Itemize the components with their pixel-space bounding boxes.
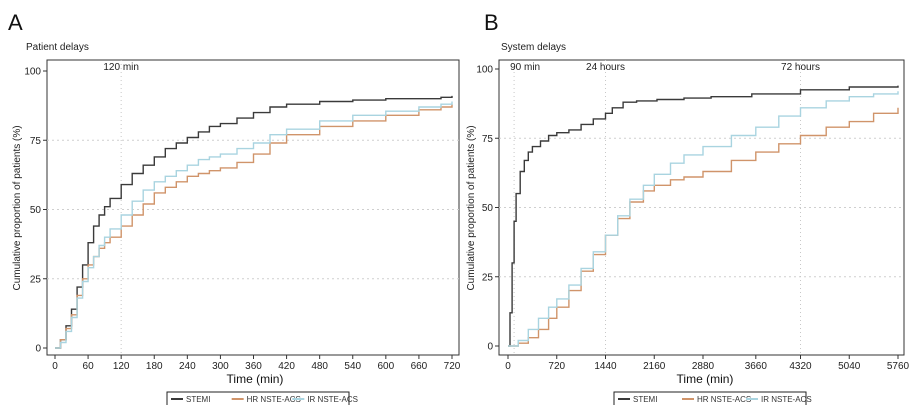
y-tick-label: 100 — [476, 65, 493, 76]
reference-line-label: 120 min — [103, 62, 139, 73]
x-tick-label: 3660 — [745, 361, 768, 372]
series-line-ir-nste-acs — [55, 101, 453, 349]
x-tick-label: 2880 — [692, 361, 715, 372]
x-tick-label: 540 — [344, 361, 361, 372]
series-line-hr-nste-acs — [55, 104, 453, 349]
y-tick-label: 50 — [30, 205, 42, 216]
legend-label: IR NSTE-ACS — [761, 395, 812, 404]
legend-label: IR NSTE-ACS — [307, 395, 358, 404]
x-axis-title: Time (min) — [677, 372, 734, 386]
x-tick-label: 0 — [505, 361, 511, 372]
x-tick-label: 720 — [548, 361, 565, 372]
panel-letter: A — [8, 10, 23, 35]
reference-line-label: 72 hours — [781, 62, 820, 73]
y-tick-label: 25 — [482, 272, 494, 283]
x-tick-label: 600 — [377, 361, 394, 372]
x-tick-label: 300 — [212, 361, 229, 372]
legend-box — [166, 391, 350, 405]
legend-label: HR NSTE-ACS — [697, 395, 751, 404]
x-tick-label: 1440 — [594, 361, 617, 372]
series-line-stemi — [55, 95, 453, 349]
legend-box — [613, 391, 807, 405]
x-tick-label: 5760 — [887, 361, 910, 372]
reference-line-label: 90 min — [510, 62, 540, 73]
x-tick-label: 0 — [52, 361, 58, 372]
y-axis-title: Cumulative proportion of patients (%) — [466, 125, 477, 290]
x-tick-label: 420 — [278, 361, 295, 372]
y-tick-label: 75 — [482, 134, 494, 145]
y-tick-label: 75 — [30, 136, 42, 147]
reference-line-label: 24 hours — [586, 62, 625, 73]
x-tick-label: 360 — [245, 361, 262, 372]
series-line-stemi — [508, 85, 899, 347]
x-tick-label: 180 — [146, 361, 163, 372]
x-tick-label: 240 — [179, 361, 196, 372]
x-tick-label: 60 — [83, 361, 95, 372]
y-tick-label: 50 — [482, 203, 494, 214]
x-tick-label: 2160 — [643, 361, 666, 372]
y-tick-label: 25 — [30, 274, 42, 285]
panel-letter: B — [484, 10, 499, 35]
y-tick-label: 100 — [24, 67, 41, 78]
x-tick-label: 4320 — [789, 361, 812, 372]
y-tick-label: 0 — [35, 344, 41, 355]
series-line-hr-nste-acs — [508, 107, 899, 347]
legend-label: HR NSTE-ACS — [247, 395, 301, 404]
x-tick-label: 5040 — [838, 361, 861, 372]
y-tick-label: 0 — [487, 342, 493, 353]
legend-label: STEMI — [633, 395, 657, 404]
x-tick-label: 720 — [444, 361, 461, 372]
chart-title: Patient delays — [26, 42, 89, 53]
x-axis-title: Time (min) — [227, 372, 284, 386]
y-axis-title: Cumulative proportion of patients (%) — [12, 125, 23, 290]
plot-frame — [46, 59, 460, 356]
x-tick-label: 120 — [113, 361, 130, 372]
x-tick-label: 480 — [311, 361, 328, 372]
series-line-ir-nste-acs — [508, 91, 899, 347]
chart-title: System delays — [501, 42, 566, 53]
x-tick-label: 660 — [411, 361, 428, 372]
legend-label: STEMI — [186, 395, 210, 404]
